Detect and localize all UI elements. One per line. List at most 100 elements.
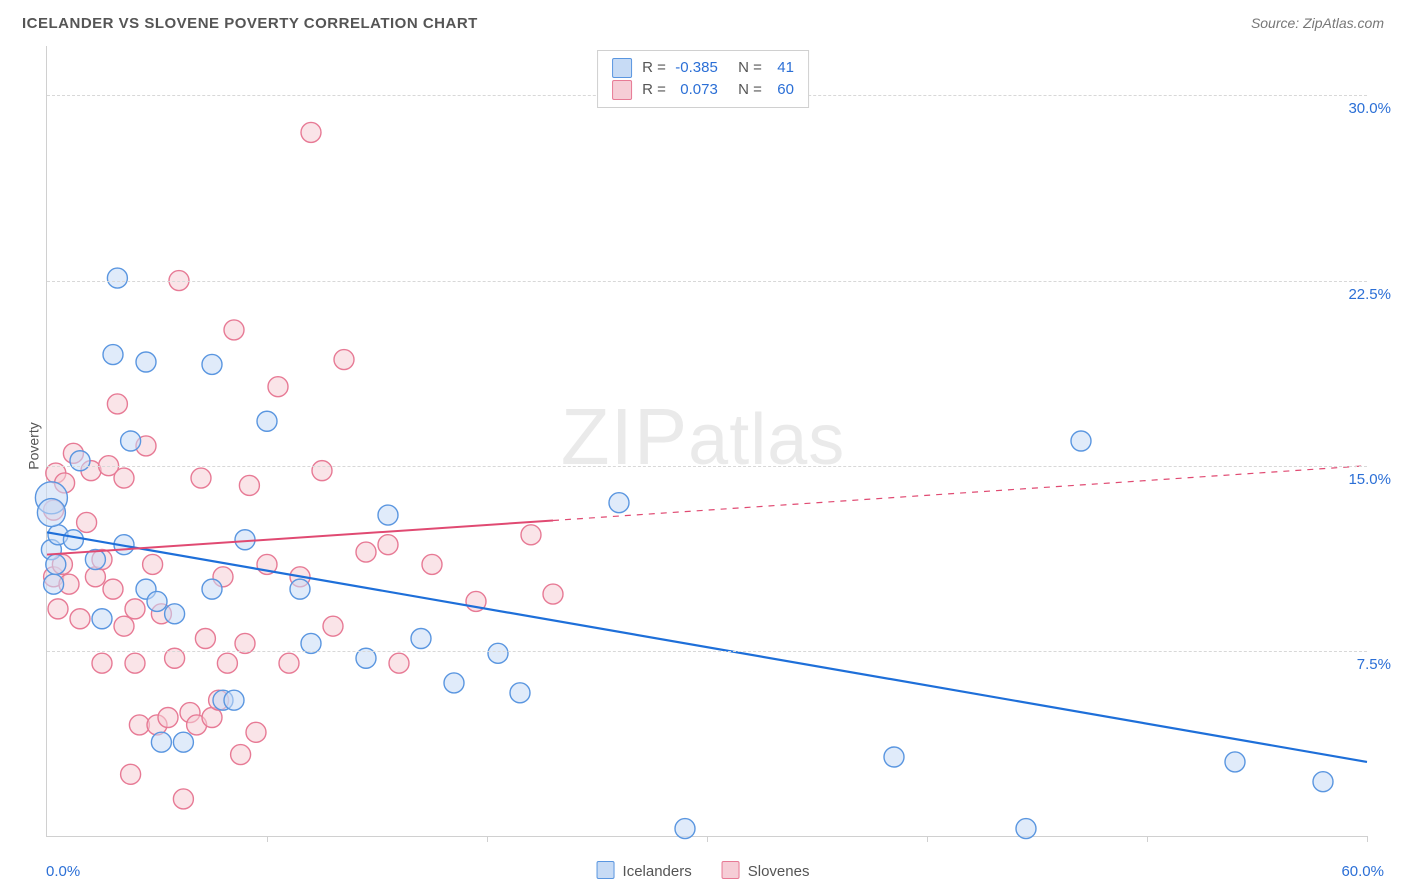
scatter-point [301, 122, 321, 142]
scatter-point [279, 653, 299, 673]
scatter-point [173, 732, 193, 752]
scatter-point [356, 542, 376, 562]
scatter-point [1071, 431, 1091, 451]
scatter-point [202, 354, 222, 374]
scatter-point [1225, 752, 1245, 772]
scatter-point [143, 554, 163, 574]
scatter-point [239, 475, 259, 495]
scatter-point [103, 345, 123, 365]
legend-swatch-icelanders [597, 861, 615, 879]
stats-swatch-slovenes [612, 80, 632, 100]
scatter-point [37, 499, 65, 527]
scatter-point [202, 579, 222, 599]
stats-r-label-2: R = [642, 79, 666, 101]
scatter-point [323, 616, 343, 636]
stats-row-slovenes: R = 0.073 N = 60 [612, 79, 794, 101]
stats-n-label: N = [738, 57, 762, 79]
scatter-point [158, 708, 178, 728]
scatter-point [136, 352, 156, 372]
chart-source: Source: ZipAtlas.com [1251, 15, 1384, 31]
grid-line [47, 281, 1367, 282]
scatter-point [246, 722, 266, 742]
stats-swatch-icelanders [612, 58, 632, 78]
scatter-point [378, 535, 398, 555]
x-tick [1367, 836, 1368, 842]
grid-line [47, 466, 1367, 467]
scatter-point [235, 530, 255, 550]
scatter-point [48, 599, 68, 619]
scatter-point [521, 525, 541, 545]
scatter-point [44, 574, 64, 594]
y-axis-label: Poverty [26, 422, 42, 469]
stats-r-label: R = [642, 57, 666, 79]
scatter-point [290, 579, 310, 599]
grid-line [47, 651, 1367, 652]
scatter-point [378, 505, 398, 525]
scatter-point [257, 411, 277, 431]
stats-n-label-2: N = [738, 79, 762, 101]
chart-header: ICELANDER VS SLOVENE POVERTY CORRELATION… [0, 0, 1406, 46]
scatter-point [191, 468, 211, 488]
x-tick [267, 836, 268, 842]
scatter-point [114, 468, 134, 488]
legend-label-slovenes: Slovenes [748, 863, 810, 880]
legend-item-slovenes: Slovenes [722, 861, 810, 880]
legend-swatch-slovenes [722, 861, 740, 879]
x-tick [487, 836, 488, 842]
scatter-point [114, 616, 134, 636]
scatter-point [334, 350, 354, 370]
scatter-point [121, 431, 141, 451]
stats-n-slovenes: 60 [768, 79, 794, 101]
x-axis-max-label: 60.0% [1341, 863, 1384, 880]
scatter-point [422, 554, 442, 574]
scatter-point [103, 579, 123, 599]
x-axis-min-label: 0.0% [46, 863, 80, 880]
scatter-point [411, 629, 431, 649]
scatter-point [173, 789, 193, 809]
x-tick [1147, 836, 1148, 842]
chart-title: ICELANDER VS SLOVENE POVERTY CORRELATION… [22, 15, 478, 32]
scatter-point [1016, 819, 1036, 839]
bottom-legend: Icelanders Slovenes [597, 861, 810, 880]
x-tick [927, 836, 928, 842]
scatter-point [165, 604, 185, 624]
chart-area [46, 46, 1367, 837]
scatter-point [151, 732, 171, 752]
scatter-point [107, 394, 127, 414]
scatter-point [224, 320, 244, 340]
scatter-point [70, 451, 90, 471]
scatter-point [1313, 772, 1333, 792]
scatter-point [92, 609, 112, 629]
scatter-point [70, 609, 90, 629]
scatter-point [543, 584, 563, 604]
x-tick [707, 836, 708, 842]
scatter-point [46, 554, 66, 574]
scatter-point [224, 690, 244, 710]
scatter-point [609, 493, 629, 513]
scatter-point [107, 268, 127, 288]
y-tick-label: 7.5% [1357, 656, 1391, 673]
scatter-point [125, 599, 145, 619]
scatter-point [231, 745, 251, 765]
scatter-point [195, 629, 215, 649]
stats-row-icelanders: R = -0.385 N = 41 [612, 57, 794, 79]
scatter-point [444, 673, 464, 693]
scatter-point [510, 683, 530, 703]
scatter-point [488, 643, 508, 663]
scatter-point [121, 764, 141, 784]
scatter-point [675, 819, 695, 839]
stats-n-icelanders: 41 [768, 57, 794, 79]
plot-svg [47, 46, 1367, 836]
scatter-point [884, 747, 904, 767]
scatter-point [92, 653, 112, 673]
scatter-point [217, 653, 237, 673]
trend-line [553, 466, 1367, 521]
scatter-point [63, 530, 83, 550]
legend-item-icelanders: Icelanders [597, 861, 692, 880]
y-tick-label: 30.0% [1348, 100, 1391, 117]
scatter-point [125, 653, 145, 673]
scatter-point [147, 591, 167, 611]
scatter-point [268, 377, 288, 397]
stats-legend-box: R = -0.385 N = 41 R = 0.073 N = 60 [597, 50, 809, 108]
stats-r-slovenes: 0.073 [672, 79, 718, 101]
